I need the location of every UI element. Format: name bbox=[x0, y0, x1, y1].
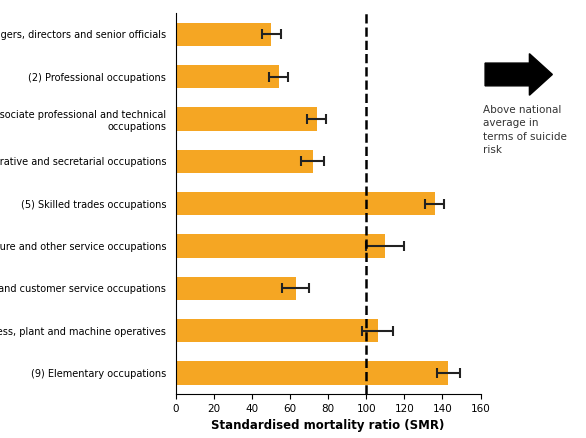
Bar bbox=[176, 277, 296, 300]
Bar bbox=[176, 361, 448, 385]
Bar bbox=[176, 65, 279, 88]
FancyArrow shape bbox=[485, 53, 553, 95]
Bar bbox=[176, 192, 435, 215]
Bar bbox=[176, 23, 271, 46]
X-axis label: Standardised mortality ratio (SMR): Standardised mortality ratio (SMR) bbox=[212, 420, 445, 432]
Text: Above national
average in
terms of suicide
risk: Above national average in terms of suici… bbox=[483, 105, 567, 155]
Bar bbox=[176, 319, 378, 343]
Bar bbox=[176, 150, 313, 173]
Bar bbox=[176, 234, 386, 258]
Bar bbox=[176, 107, 316, 131]
